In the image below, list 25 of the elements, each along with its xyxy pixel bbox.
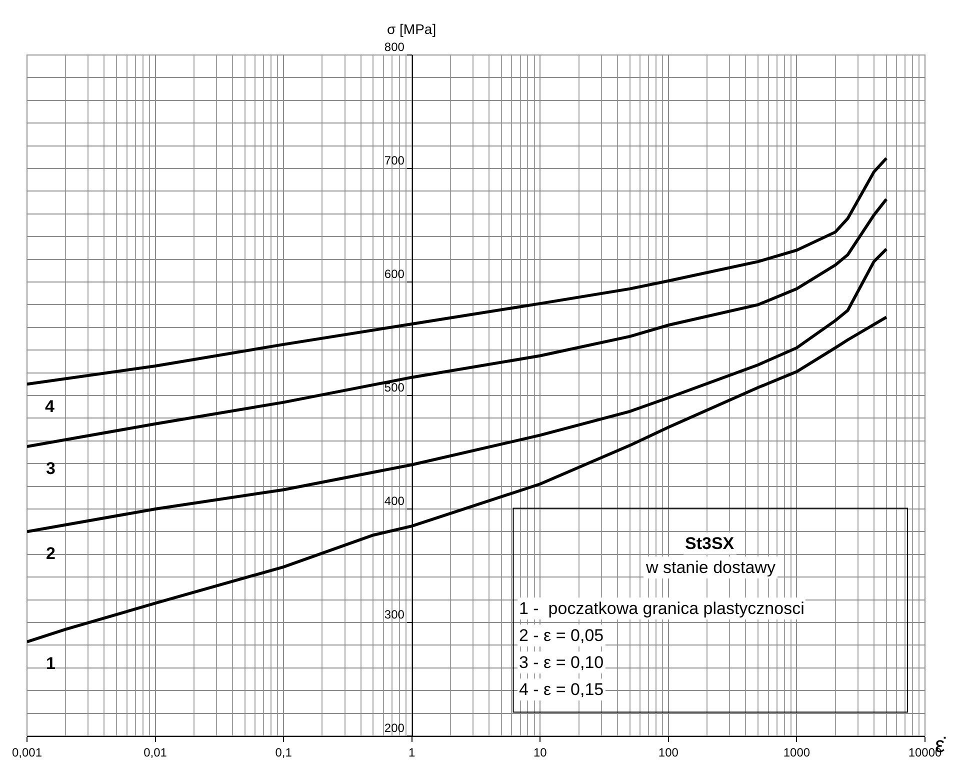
series-label: 2 — [46, 544, 56, 563]
x-tick-label: 10 — [533, 745, 548, 760]
y-tick-label: 400 — [384, 494, 405, 508]
annotation: 2 - ε = 0,05 — [519, 626, 604, 645]
y-axis-title: σ [MPa] — [387, 21, 436, 37]
x-tick-label: 0,01 — [144, 745, 168, 760]
series-label: 3 — [46, 459, 56, 478]
y-tick-label: 300 — [384, 608, 405, 622]
x-tick-label: 1 — [408, 745, 416, 760]
annotation: 4 - ε = 0,15 — [519, 680, 604, 699]
x-tick-label: 1000 — [783, 745, 810, 760]
y-tick-label: 500 — [384, 380, 405, 395]
y-tick-label: 600 — [384, 267, 405, 282]
annotation: w stanie dostawy — [645, 558, 776, 577]
annotation: 1 - poczatkowa granica plastycznosci — [519, 599, 804, 618]
annotation: 3 - ε = 0,10 — [519, 653, 604, 672]
x-tick-label: 100 — [658, 745, 679, 760]
series-label: 4 — [45, 397, 55, 416]
x-tick-label: 0,001 — [12, 745, 42, 760]
series-label: 1 — [46, 654, 56, 673]
y-tick-label: 800 — [384, 40, 405, 54]
y-tick-label: 200 — [384, 721, 405, 736]
y-tick-label: 700 — [384, 154, 405, 168]
x-tick-label: 0,1 — [275, 745, 292, 760]
annotation: St3SX — [685, 534, 735, 553]
